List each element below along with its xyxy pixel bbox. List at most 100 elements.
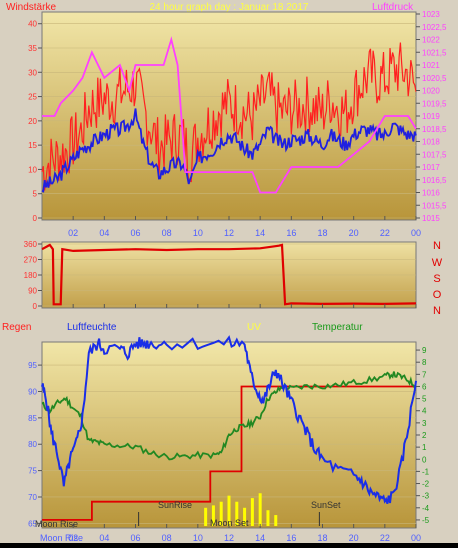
x-tick-label: 18 [317, 228, 327, 238]
wind-direction-series [41, 243, 417, 306]
wind-direction-layer: 0 90 180 270 360 [24, 240, 417, 311]
uv-bar [227, 495, 231, 526]
x-tick-label: 02 [68, 228, 78, 238]
pressure-header: Luftdruck [372, 2, 414, 13]
temperature-series [41, 371, 417, 461]
uv-bar [204, 507, 208, 526]
windspeed-axis-tick-label: 25 [28, 93, 37, 102]
pressure-axis-tick-label: 1016,5 [422, 176, 447, 185]
x-tick-label: 04 [99, 533, 109, 543]
dir-label-n2: N [433, 305, 441, 317]
humidity-axis-tick-label: 95 [28, 361, 37, 370]
pressure-axis-tick-label: 1021 [422, 61, 440, 70]
pressure-axis-tick-label: 1020 [422, 87, 440, 96]
x-tick-label: 22 [380, 228, 390, 238]
pressure-axis-tick-label: 1019 [422, 112, 440, 121]
wind-gust-series [41, 42, 417, 191]
x-tick-label: 14 [255, 533, 265, 543]
x-tick-label: 10 [193, 228, 203, 238]
x-tick-label: 12 [224, 533, 234, 543]
windspeed-axis-tick-label: 30 [28, 68, 37, 77]
direction-axis-tick-label: 180 [24, 271, 38, 280]
windspeed-axis-tick-label: 0 [33, 214, 38, 223]
x-tick-label: 04 [99, 228, 109, 238]
pressure-axis-tick-label: 1023 [422, 10, 440, 19]
dir-label-o: O [433, 289, 442, 301]
direction-axis-tick-label: 0 [33, 302, 38, 311]
x-tick-label: 14 [255, 228, 265, 238]
x-tick-label: 00 [411, 228, 421, 238]
windspeed-axis-tick-label: 10 [28, 165, 37, 174]
temperature-axis-tick-label: -3 [422, 492, 430, 501]
temperature-axis-tick-label: 9 [422, 346, 427, 355]
temperature-axis-tick-label: 4 [422, 407, 427, 416]
temperature-axis-tick-label: 0 [422, 455, 427, 464]
x-tick-label: 08 [162, 533, 172, 543]
wind-speed-header: Windstärke [6, 2, 56, 13]
uv-header: UV [247, 322, 261, 333]
moonset-label: Moon Set [210, 518, 249, 528]
pressure-axis-tick-label: 1015 [422, 214, 440, 223]
sunset-label: SunSet [311, 500, 341, 510]
x-tick-label: 22 [380, 533, 390, 543]
pressure-series [42, 36, 417, 194]
windspeed-axis-tick-label: 35 [28, 44, 37, 53]
x-tick-label: 18 [317, 533, 327, 543]
dir-label-n1: N [433, 240, 441, 252]
x-tick-label: 02 [68, 533, 78, 543]
uv-bar [211, 505, 215, 526]
x-tick-label: 16 [286, 533, 296, 543]
temperature-axis-tick-label: -2 [422, 480, 430, 489]
pressure-axis-tick-label: 1016 [422, 189, 440, 198]
humidity-series [41, 335, 417, 504]
uv-bar [266, 510, 270, 526]
wind-pressure-plot [41, 11, 417, 221]
temperature-axis-tick-label: 6 [422, 382, 427, 391]
humidity-axis-tick-label: 85 [28, 414, 37, 423]
humidity-axis-tick-label: 70 [28, 493, 37, 502]
x-tick-label: 06 [130, 533, 140, 543]
pressure-axis-tick-label: 1021,5 [422, 48, 447, 57]
pressure-axis-tick-label: 1022 [422, 36, 440, 45]
pressure-axis-tick-label: 1018 [422, 138, 440, 147]
pressure-axis-tick-label: 1017 [422, 163, 440, 172]
pressure-axis-tick-label: 1015,5 [422, 201, 447, 210]
pressure-axis-tick-label: 1017,5 [422, 150, 447, 159]
windspeed-axis-tick-label: 20 [28, 117, 37, 126]
pressure-axis-tick-label: 1020,5 [422, 74, 447, 83]
temperature-axis-tick-label: 3 [422, 419, 427, 428]
temperature-axis-tick-label: -1 [422, 467, 430, 476]
moonrise-label: Moon Rise [35, 519, 78, 529]
pressure-axis-tick-label: 1019,5 [422, 99, 447, 108]
uv-bar [274, 515, 278, 526]
moonrise-axis-label: Moon Rise [40, 533, 83, 543]
x-tick-label: 08 [162, 228, 172, 238]
x-tick-label: 20 [349, 533, 359, 543]
uv-bar [250, 498, 254, 526]
direction-axis-tick-label: 360 [24, 240, 38, 249]
uv-bar [243, 507, 247, 526]
x-tick-label: 06 [130, 228, 140, 238]
humidity-axis-tick-label: 90 [28, 387, 37, 396]
temperature-axis-tick-label: 8 [422, 358, 427, 367]
temperature-axis-tick-label: 1 [422, 443, 427, 452]
windspeed-axis-tick-label: 5 [33, 190, 38, 199]
pressure-axis-tick-label: 1022,5 [422, 23, 447, 32]
x-tick-label: 20 [349, 228, 359, 238]
wind-average-series [41, 108, 417, 193]
temperature-axis-tick-label: 7 [422, 370, 427, 379]
rain-header: Regen [2, 322, 31, 333]
graph-title: 24 hour graph day : Januar 18 2017 [149, 2, 308, 13]
pressure-axis-tick-label: 1018,5 [422, 125, 447, 134]
x-tick-label: 16 [286, 228, 296, 238]
rain-series [42, 385, 416, 521]
windspeed-axis-tick-label: 40 [28, 20, 37, 29]
humidity-axis-tick-label: 65 [28, 519, 37, 528]
sunrise-label: SunRise [158, 500, 192, 510]
uv-bar [235, 501, 239, 526]
temperature-axis-tick-label: -4 [422, 504, 430, 513]
uv-bar [258, 493, 262, 526]
